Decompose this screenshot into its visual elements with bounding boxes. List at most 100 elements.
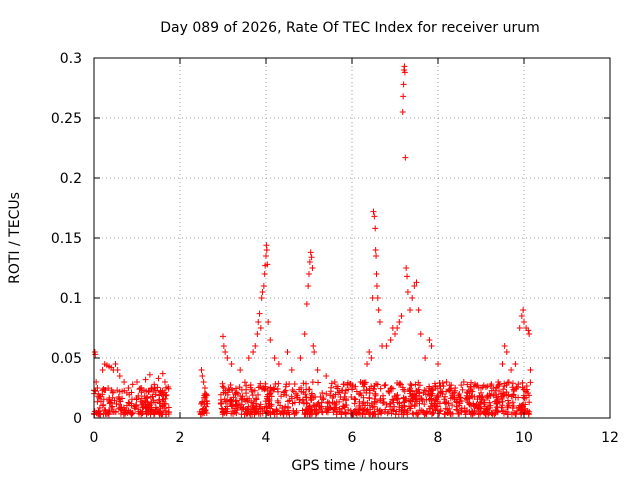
data-point bbox=[372, 225, 379, 232]
data-point bbox=[512, 411, 519, 418]
data-point bbox=[444, 406, 451, 413]
data-point bbox=[391, 393, 398, 400]
data-point bbox=[342, 409, 349, 416]
data-point bbox=[120, 411, 127, 418]
data-point bbox=[505, 391, 512, 398]
data-point bbox=[318, 399, 325, 406]
data-point bbox=[344, 382, 351, 389]
data-point bbox=[486, 399, 493, 406]
data-point bbox=[249, 392, 256, 399]
data-point bbox=[516, 325, 523, 331]
data-point bbox=[380, 399, 387, 406]
data-point bbox=[406, 397, 413, 404]
data-point bbox=[371, 403, 378, 410]
data-point bbox=[464, 394, 471, 401]
data-point bbox=[131, 403, 138, 410]
data-point bbox=[342, 390, 349, 397]
data-point bbox=[162, 407, 169, 414]
data-point bbox=[456, 391, 463, 398]
data-point bbox=[439, 380, 446, 387]
data-point bbox=[220, 409, 227, 416]
data-point bbox=[308, 396, 315, 403]
data-point bbox=[105, 411, 112, 418]
data-point bbox=[239, 406, 246, 413]
data-point bbox=[267, 385, 274, 392]
data-point bbox=[418, 395, 425, 402]
data-point bbox=[162, 392, 169, 399]
data-point bbox=[142, 376, 149, 383]
data-point bbox=[309, 379, 316, 386]
data-point bbox=[459, 386, 466, 393]
data-point bbox=[369, 295, 376, 301]
data-point bbox=[283, 392, 290, 399]
data-point bbox=[401, 63, 408, 70]
data-point bbox=[286, 397, 293, 404]
data-point bbox=[320, 395, 327, 402]
data-point bbox=[162, 400, 169, 407]
data-point bbox=[524, 389, 531, 396]
data-point bbox=[98, 398, 105, 405]
data-point bbox=[423, 409, 430, 416]
data-point bbox=[474, 404, 481, 411]
data-point bbox=[97, 393, 104, 400]
data-point bbox=[273, 406, 280, 413]
data-point bbox=[263, 247, 270, 253]
data-point bbox=[121, 387, 128, 394]
data-point bbox=[227, 382, 234, 389]
data-point bbox=[334, 383, 341, 390]
data-point bbox=[523, 382, 530, 389]
data-point bbox=[371, 395, 378, 402]
data-point bbox=[241, 379, 248, 386]
data-point bbox=[314, 400, 321, 407]
data-point bbox=[106, 397, 113, 404]
data-point bbox=[527, 367, 534, 373]
data-point bbox=[199, 373, 206, 379]
data-point bbox=[357, 379, 364, 385]
data-point bbox=[420, 408, 427, 415]
data-point bbox=[411, 283, 418, 289]
data-point bbox=[364, 361, 371, 367]
data-point bbox=[324, 409, 331, 416]
data-point bbox=[407, 307, 414, 313]
data-point bbox=[138, 385, 145, 391]
data-point bbox=[311, 349, 318, 355]
data-point bbox=[437, 407, 444, 414]
data-point bbox=[314, 367, 321, 373]
data-point bbox=[126, 400, 133, 407]
x-tick-label: 2 bbox=[176, 430, 185, 446]
data-point bbox=[296, 399, 303, 406]
data-point bbox=[416, 382, 423, 389]
data-point bbox=[390, 407, 397, 414]
data-point bbox=[359, 410, 366, 417]
data-point bbox=[518, 410, 525, 417]
data-point bbox=[509, 399, 516, 406]
data-point bbox=[114, 367, 121, 373]
data-point bbox=[447, 385, 454, 392]
data-point bbox=[328, 380, 335, 387]
data-point bbox=[408, 382, 415, 389]
data-point bbox=[251, 387, 258, 394]
data-point bbox=[416, 390, 423, 397]
data-point bbox=[469, 410, 476, 417]
data-point bbox=[92, 351, 99, 358]
data-point bbox=[156, 411, 163, 418]
data-point bbox=[401, 69, 408, 76]
data-point bbox=[291, 410, 298, 417]
data-point bbox=[469, 388, 476, 395]
data-point bbox=[271, 355, 278, 361]
data-point bbox=[143, 394, 150, 401]
data-point bbox=[504, 397, 511, 404]
data-point bbox=[373, 253, 380, 259]
data-point bbox=[299, 407, 306, 414]
data-point bbox=[138, 395, 145, 402]
data-point bbox=[106, 399, 113, 406]
data-point bbox=[372, 391, 379, 398]
data-point bbox=[353, 388, 360, 395]
data-point bbox=[148, 385, 155, 392]
data-point bbox=[502, 408, 509, 415]
data-point bbox=[125, 407, 132, 414]
chart-title: Day 089 of 2026, Rate Of TEC Index for r… bbox=[160, 20, 540, 36]
data-point bbox=[163, 384, 170, 391]
data-point bbox=[303, 400, 310, 407]
y-tick-label: 0.1 bbox=[60, 291, 82, 307]
